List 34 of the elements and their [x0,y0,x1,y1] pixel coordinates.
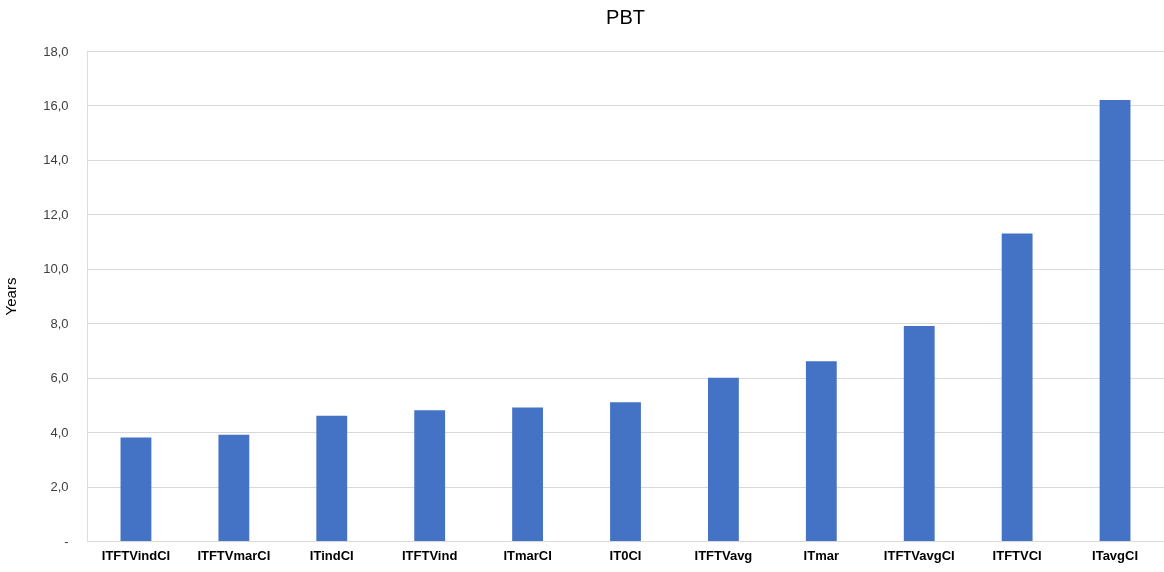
bar [903,325,935,541]
y-tick-label: 6,0 [50,370,69,386]
bar [414,410,446,541]
y-tick-label: 14,0 [43,152,69,168]
x-tick-label: ITmar [803,547,840,563]
chart-title: PBT [606,6,645,28]
bar [218,434,250,541]
bar [512,407,544,541]
x-tick-label: ITindCI [309,547,354,563]
y-tick-label: 4,0 [50,424,69,440]
x-tick-label: ITFTVavg [694,547,753,563]
x-tick-label: ITFTVmarCI [197,547,271,563]
y-tick-label: 16,0 [43,97,69,113]
bar [805,361,837,541]
y-tick-label: 12,0 [43,206,69,222]
x-tick-label: IT0CI [609,547,642,563]
bar [120,437,152,541]
y-tick-label: - [64,533,69,549]
x-tick-label: ITFTVindCI [101,547,171,563]
x-tick-label: ITFTVind [401,547,458,563]
x-tick-label: ITavgCI [1092,547,1139,563]
y-tick-label: 18,0 [43,43,69,59]
bar [316,415,348,541]
y-axis-title: Years [2,277,20,316]
bar [1001,233,1033,541]
bar [610,402,641,541]
x-tick-label: ITmarCI [503,547,552,563]
y-tick-label: 8,0 [50,315,69,331]
x-tick-label: ITFTVavgCI [883,547,955,563]
y-tick-label: 2,0 [50,479,69,495]
y-tick-label: 10,0 [43,261,69,277]
x-tick-label: ITFTVCI [992,547,1042,563]
bar [1099,100,1131,541]
bar [707,377,739,541]
